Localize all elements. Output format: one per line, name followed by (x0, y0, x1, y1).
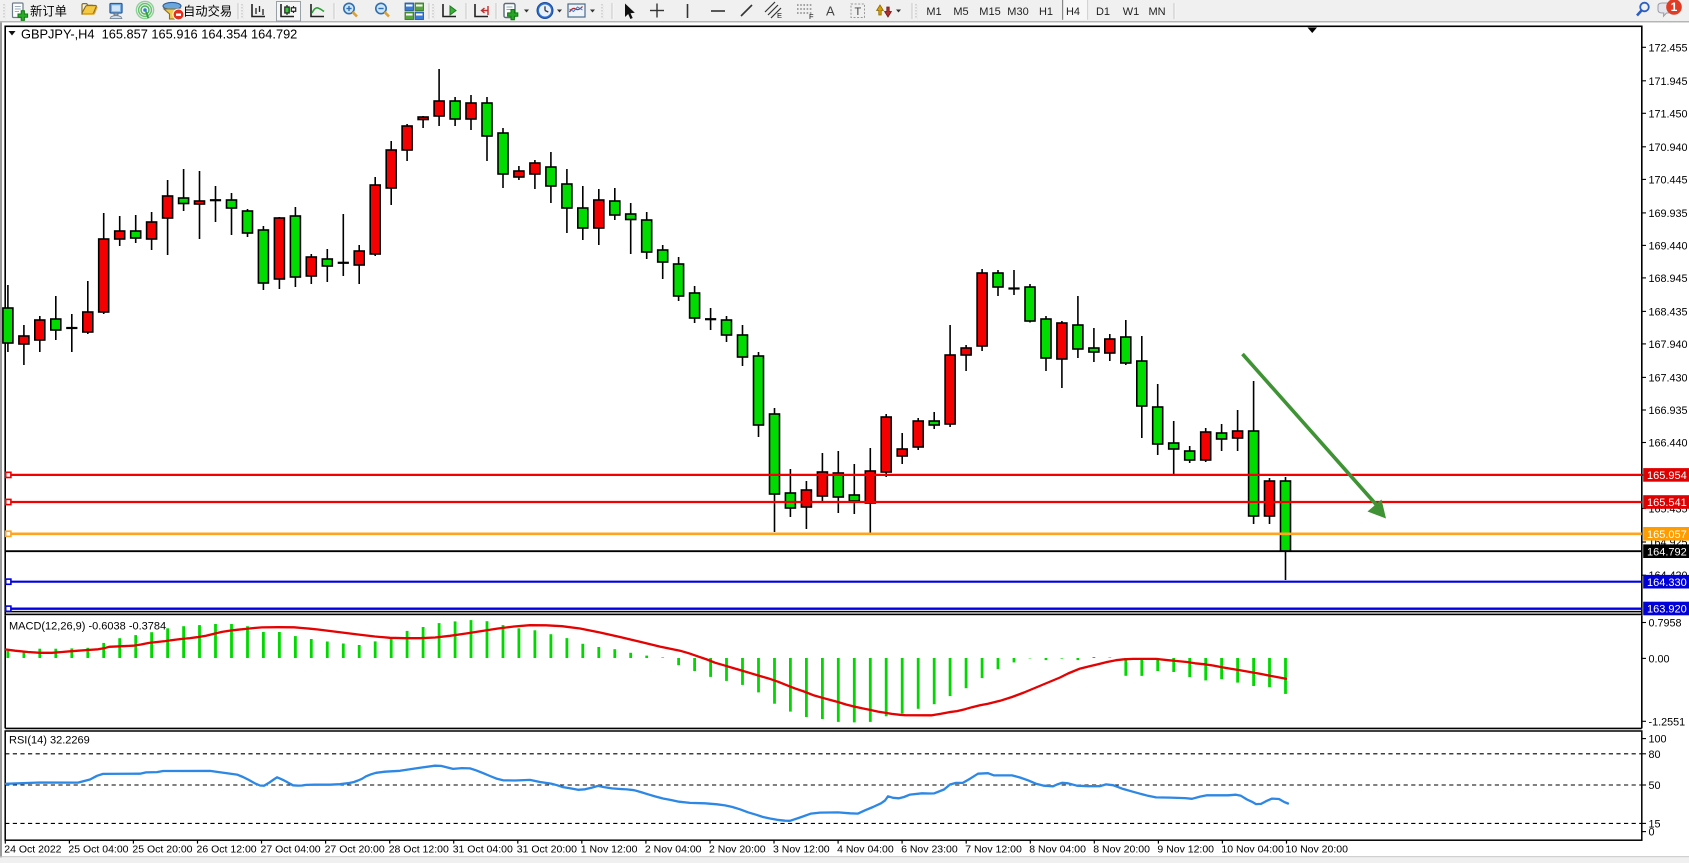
svg-text:1 Nov 12:00: 1 Nov 12:00 (581, 844, 638, 856)
svg-text:RSI(14) 32.2269: RSI(14) 32.2269 (9, 735, 90, 747)
svg-text:169.440: 169.440 (1649, 240, 1688, 252)
svg-text:8 Nov 04:00: 8 Nov 04:00 (1029, 844, 1086, 856)
svg-text:24 Oct 2022: 24 Oct 2022 (4, 844, 61, 856)
svg-text:F: F (809, 12, 814, 21)
svg-text:25 Oct 04:00: 25 Oct 04:00 (68, 844, 128, 856)
svg-text:28 Oct 12:00: 28 Oct 12:00 (389, 844, 449, 856)
svg-text:10 Nov 04:00: 10 Nov 04:00 (1221, 844, 1284, 856)
svg-text:165.057: 165.057 (1647, 529, 1687, 541)
svg-text:D1: D1 (1096, 6, 1110, 18)
svg-text:3 Nov 12:00: 3 Nov 12:00 (773, 844, 830, 856)
svg-text:50: 50 (1649, 780, 1661, 792)
svg-text:25 Oct 20:00: 25 Oct 20:00 (132, 844, 192, 856)
svg-text:167.940: 167.940 (1649, 339, 1688, 351)
svg-text:9 Nov 12:00: 9 Nov 12:00 (1157, 844, 1214, 856)
svg-text:168.435: 168.435 (1649, 306, 1688, 318)
svg-text:E: E (777, 11, 782, 20)
svg-text:T: T (855, 6, 862, 18)
svg-text:MACD(12,26,9) -0.6038 -0.3784: MACD(12,26,9) -0.6038 -0.3784 (9, 621, 166, 633)
svg-text:80: 80 (1649, 749, 1661, 761)
svg-text:10 Nov 20:00: 10 Nov 20:00 (1286, 844, 1349, 856)
svg-text:100: 100 (1649, 734, 1667, 746)
svg-text:0.00: 0.00 (1649, 653, 1670, 665)
svg-text:166.935: 166.935 (1649, 405, 1688, 417)
svg-text:164.330: 164.330 (1647, 577, 1687, 589)
svg-text:27 Oct 20:00: 27 Oct 20:00 (325, 844, 385, 856)
svg-text:165.954: 165.954 (1647, 470, 1687, 482)
svg-text:自动交易: 自动交易 (183, 3, 232, 18)
svg-text:MN: MN (1148, 6, 1165, 18)
svg-text:0: 0 (1649, 827, 1655, 839)
svg-text:W1: W1 (1123, 6, 1140, 18)
svg-text:A: A (826, 4, 835, 19)
svg-text:163.920: 163.920 (1647, 604, 1687, 616)
svg-text:2 Nov 04:00: 2 Nov 04:00 (645, 844, 702, 856)
svg-text:1: 1 (1671, 0, 1678, 14)
svg-text:27 Oct 04:00: 27 Oct 04:00 (261, 844, 321, 856)
svg-text:2 Nov 20:00: 2 Nov 20:00 (709, 844, 766, 856)
svg-text:7 Nov 12:00: 7 Nov 12:00 (965, 844, 1022, 856)
svg-text:170.940: 170.940 (1649, 142, 1688, 154)
svg-text:167.430: 167.430 (1649, 372, 1688, 384)
svg-text:31 Oct 04:00: 31 Oct 04:00 (453, 844, 513, 856)
svg-text:171.450: 171.450 (1649, 108, 1688, 120)
svg-text:8 Nov 20:00: 8 Nov 20:00 (1093, 844, 1150, 856)
svg-text:168.945: 168.945 (1649, 273, 1688, 285)
svg-text:M30: M30 (1007, 6, 1028, 18)
svg-text:164.792: 164.792 (1647, 546, 1687, 558)
svg-text:4 Nov 04:00: 4 Nov 04:00 (837, 844, 894, 856)
svg-text:165.541: 165.541 (1647, 497, 1687, 509)
svg-text:新订单: 新订单 (30, 3, 67, 18)
svg-text:GBPJPY-,H4 165.857 165.916 16: GBPJPY-,H4 165.857 165.916 164.354 164.7… (21, 27, 297, 42)
svg-text:169.935: 169.935 (1649, 208, 1688, 220)
svg-text:171.945: 171.945 (1649, 76, 1688, 88)
svg-text:0.7958: 0.7958 (1649, 618, 1682, 630)
svg-text:H4: H4 (1066, 6, 1080, 18)
svg-text:H1: H1 (1039, 6, 1053, 18)
svg-text:26 Oct 12:00: 26 Oct 12:00 (197, 844, 257, 856)
svg-text:170.445: 170.445 (1649, 174, 1688, 186)
svg-text:M1: M1 (926, 6, 941, 18)
svg-text:172.455: 172.455 (1649, 42, 1688, 54)
svg-text:M5: M5 (953, 6, 968, 18)
svg-text:15: 15 (1649, 818, 1661, 830)
svg-text:31 Oct 20:00: 31 Oct 20:00 (517, 844, 577, 856)
svg-text:M15: M15 (979, 6, 1000, 18)
svg-text:-1.2551: -1.2551 (1649, 716, 1686, 728)
svg-text:166.440: 166.440 (1649, 438, 1688, 450)
svg-text:6 Nov 23:00: 6 Nov 23:00 (901, 844, 958, 856)
